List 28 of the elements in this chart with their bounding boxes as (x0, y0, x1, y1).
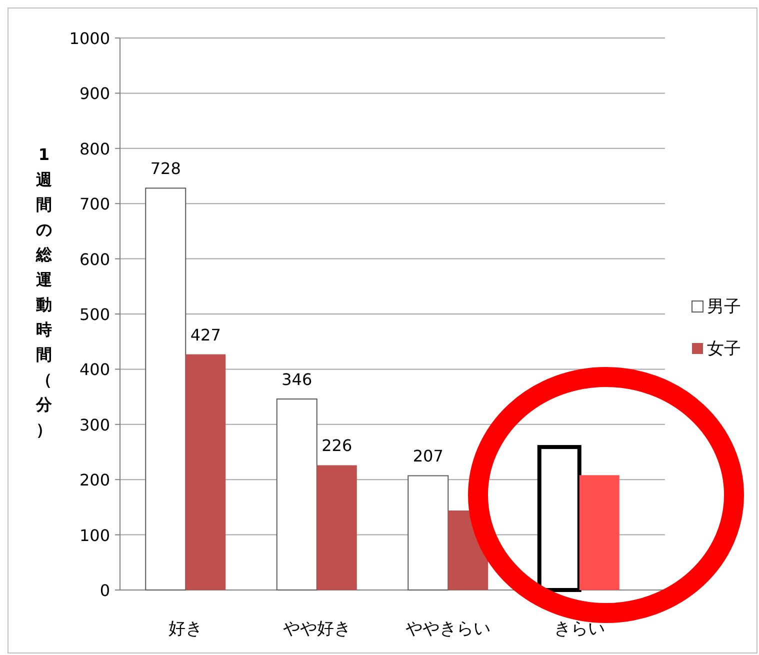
data-label: 207 (412, 446, 444, 466)
y-tick-label: 700 (79, 194, 110, 214)
y-tick-label: 400 (79, 360, 110, 380)
x-tick-label: 好き (168, 619, 203, 639)
y-tick-label: 500 (79, 305, 110, 324)
y-tick-label: 0 (100, 581, 110, 600)
y-tick-label: 1000 (69, 29, 110, 48)
legend-label: 女子 (707, 339, 741, 359)
data-label: 728 (150, 159, 181, 178)
y-tick-label: 100 (79, 526, 110, 545)
x-tick-label: きらい (554, 619, 605, 639)
x-tick-label: やや好き (282, 619, 351, 639)
bar (186, 354, 226, 590)
bar (408, 475, 449, 590)
x-tick-label: ややきらい (406, 619, 491, 639)
text: 1週間の総運動時間（分） (36, 145, 52, 439)
data-label: 427 (190, 325, 221, 344)
data-label: 226 (322, 436, 352, 456)
y-tick-label: 200 (79, 470, 110, 490)
bar (276, 398, 318, 590)
data-label: 346 (282, 370, 312, 390)
y-tick-label: 900 (79, 84, 110, 104)
y-tick-label: 600 (79, 250, 110, 269)
y-tick-label: 300 (79, 415, 110, 434)
y-tick-label: 800 (79, 139, 110, 158)
bar (145, 188, 186, 590)
bar (316, 465, 357, 590)
legend-label: 男子 (707, 297, 741, 317)
